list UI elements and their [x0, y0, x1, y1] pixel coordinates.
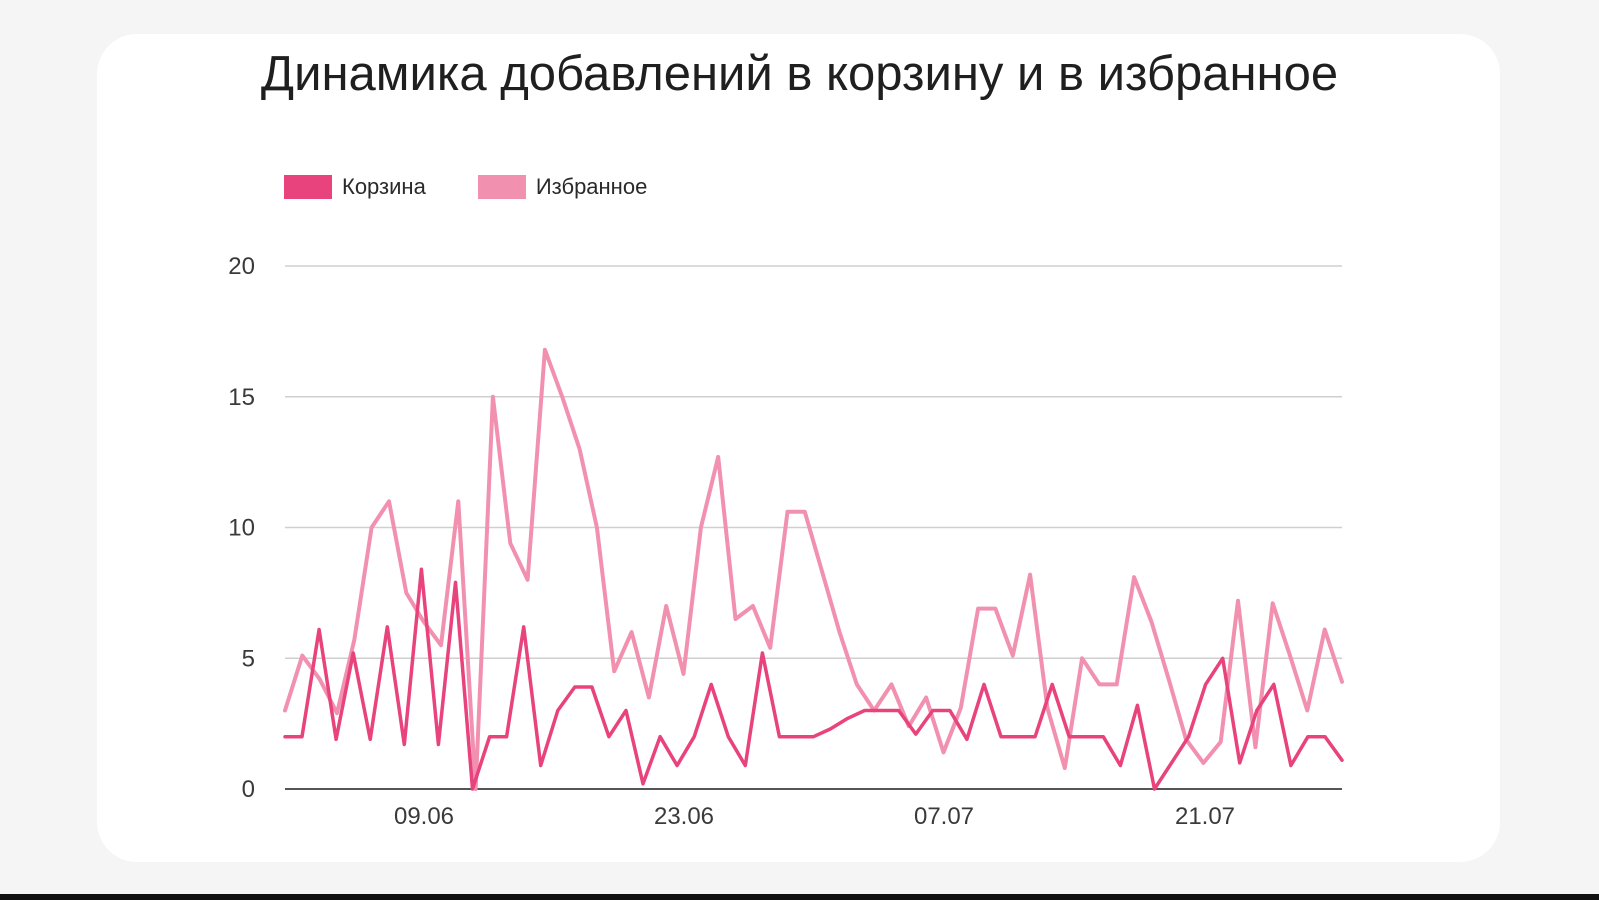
legend-item-cart: Корзина: [284, 174, 426, 200]
legend-label-favorites: Избранное: [535, 174, 648, 199]
x-tick-label: 07.07: [914, 803, 974, 830]
legend-label-cart: Корзина: [342, 174, 426, 199]
y-tick-label: 5: [242, 645, 255, 672]
series-lines: [283, 347, 1344, 791]
y-tick-label: 15: [228, 384, 255, 411]
y-tick-label: 20: [228, 253, 255, 280]
legend-item-favorites: Избранное: [477, 174, 648, 200]
series-line-cart: [283, 567, 1344, 791]
chart-card: [97, 34, 1500, 862]
chart-title: Динамика добавлений в корзину и в избран…: [260, 47, 1339, 101]
x-tick-label: 23.06: [654, 803, 714, 830]
chart-legend: Корзина Избранное: [284, 174, 699, 200]
x-tick-label: 21.07: [1175, 803, 1235, 830]
y-axis-ticks: 0 5 10 15 20: [228, 253, 255, 803]
series-line-favorites: [283, 347, 1344, 791]
legend-swatch-cart: [284, 175, 332, 199]
x-axis-ticks: 09.06 23.06 07.07 21.07: [394, 803, 1235, 830]
bottom-bar: [0, 894, 1599, 900]
y-tick-label: 10: [228, 515, 255, 542]
x-tick-label: 09.06: [394, 803, 454, 830]
legend-swatch-favorites: [477, 175, 526, 199]
y-tick-label: 0: [242, 776, 255, 803]
